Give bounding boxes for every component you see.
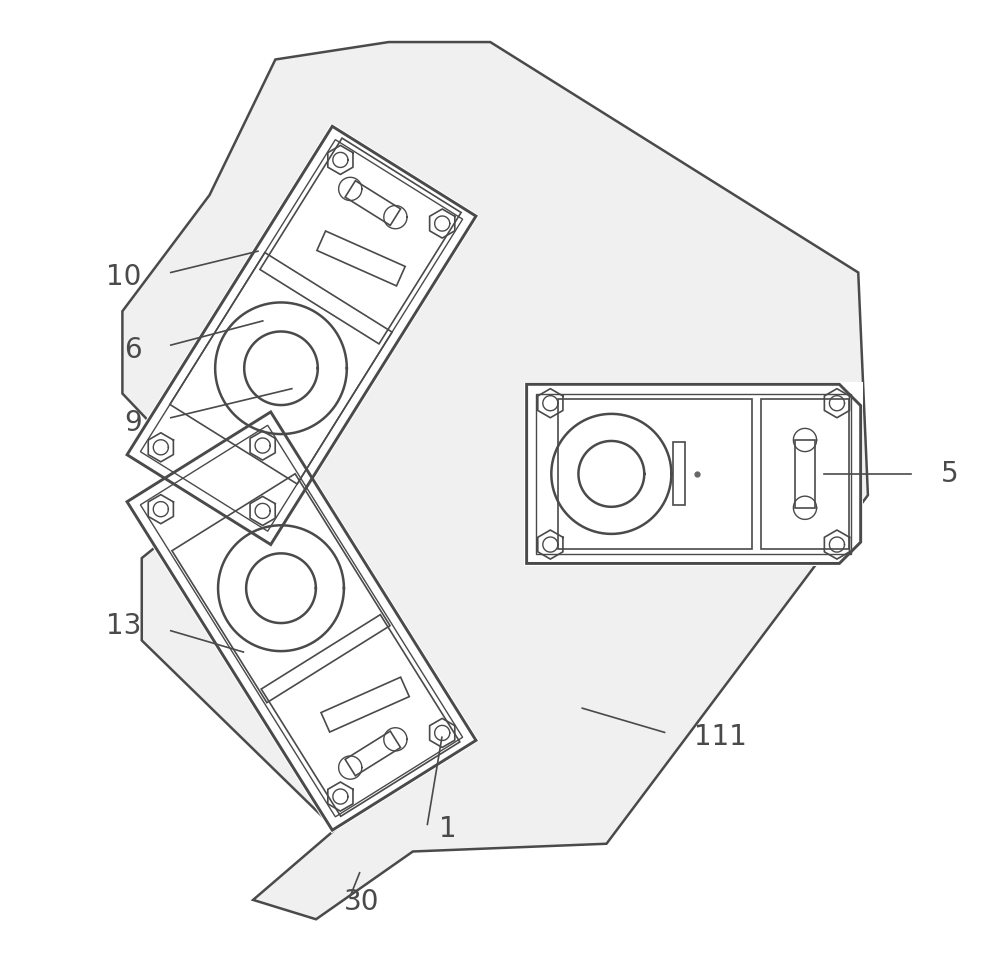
Polygon shape [795,440,815,508]
Polygon shape [321,677,409,732]
Polygon shape [317,231,405,285]
Text: 13: 13 [106,612,142,640]
Polygon shape [345,731,401,776]
Polygon shape [673,443,685,505]
Text: 9: 9 [124,409,142,437]
Text: 6: 6 [124,336,142,364]
Text: 10: 10 [106,263,142,291]
Polygon shape [124,123,479,548]
Text: 5: 5 [941,460,958,487]
Polygon shape [122,42,868,920]
Polygon shape [524,382,863,566]
Text: 30: 30 [343,887,379,916]
Polygon shape [345,181,401,225]
Polygon shape [761,399,849,549]
Text: 111: 111 [694,723,747,752]
Polygon shape [124,409,479,833]
Text: 1: 1 [439,816,456,843]
